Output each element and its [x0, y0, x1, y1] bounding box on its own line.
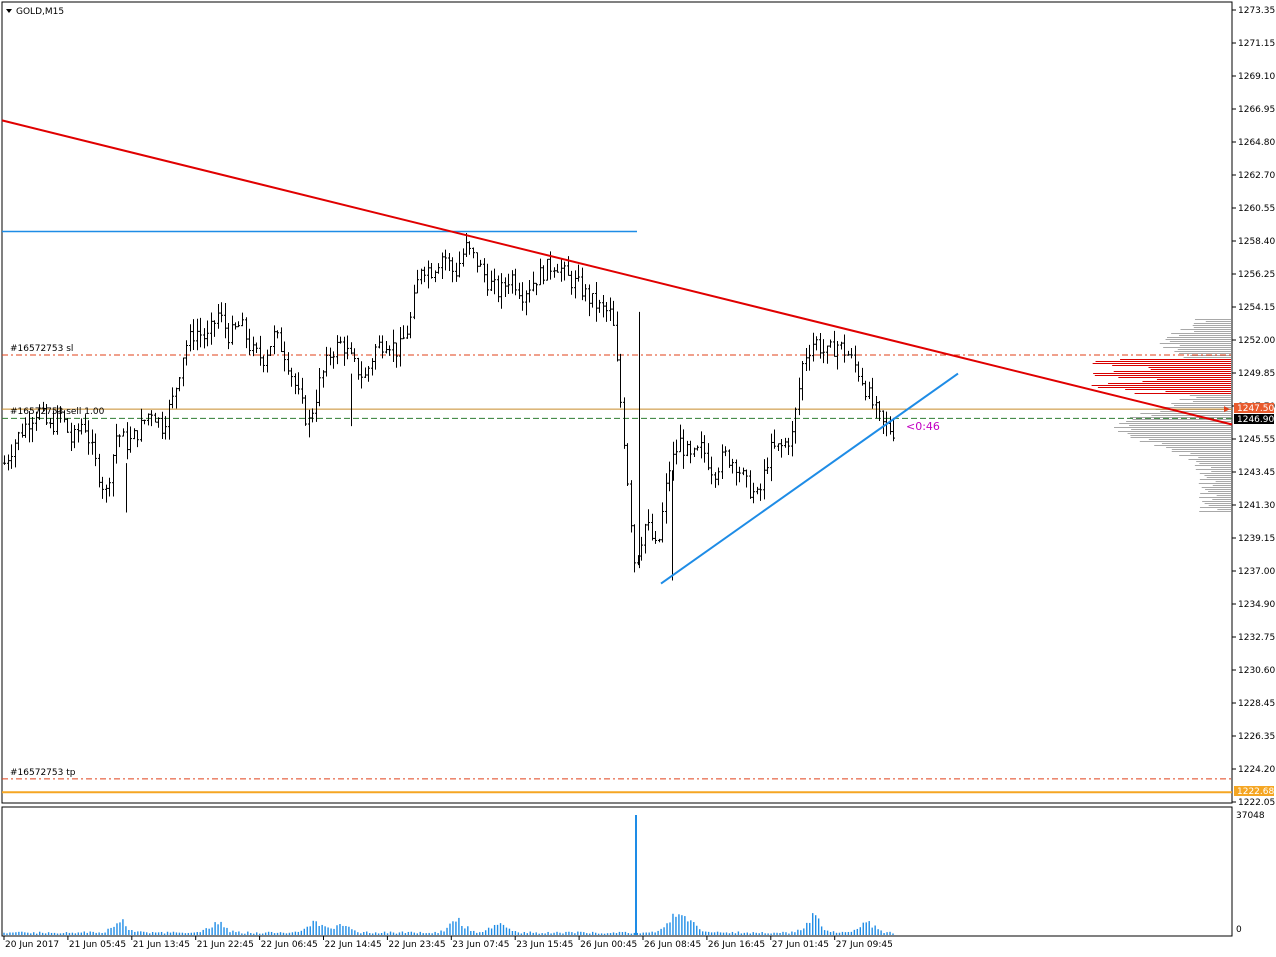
bid-price-badge: 1246.90	[1234, 414, 1274, 425]
order-arrow-icon	[1224, 406, 1230, 413]
price-tick-label: 1230.60	[1238, 666, 1275, 676]
uptrend-line[interactable]	[660, 372, 959, 585]
price-axis: 1273.35 1271.15 1269.10 1266.95 1264.80 1262.…	[1232, 6, 1275, 808]
sl-order-label[interactable]: #16572753 sl	[10, 344, 73, 354]
price-tick-label: 1237.00	[1238, 567, 1275, 577]
order-price-badge: 1247.50	[1234, 403, 1274, 414]
time-tick-label: 26 Jun 08:45	[644, 940, 701, 950]
volume-tick-label: 37048	[1236, 811, 1265, 821]
time-tick-label: 21 Jun 22:45	[197, 940, 254, 950]
time-tick-label: 26 Jun 16:45	[708, 940, 765, 950]
symbol-title: GOLD,M15	[16, 7, 64, 17]
price-tick-label: 1271.15	[1238, 39, 1275, 49]
level-price-badge-text: 1222.68	[1237, 787, 1274, 797]
price-tick-label: 1243.45	[1238, 468, 1275, 478]
time-tick-label: 21 Jun 13:45	[133, 940, 190, 950]
price-tick-label: 1239.15	[1238, 534, 1275, 544]
trade-levels	[2, 230, 1232, 794]
bid-price-badge-text: 1246.90	[1237, 415, 1274, 425]
triangle-down-icon[interactable]	[6, 9, 12, 13]
price-tick-label: 1228.45	[1238, 699, 1275, 709]
trend-lines[interactable]	[1, 119, 1233, 585]
price-tick-label: 1264.80	[1238, 138, 1275, 148]
price-tick-label: 1260.55	[1238, 204, 1275, 214]
time-axis: 20 Jun 2017 21 Jun 05:45 21 Jun 13:45 21 Ju…	[3, 811, 1265, 950]
price-tick-label: 1226.35	[1238, 732, 1275, 742]
time-tick-label: 20 Jun 2017	[5, 940, 59, 950]
time-tick-label: 27 Jun 01:45	[772, 940, 829, 950]
price-tick-label: 1232.75	[1238, 633, 1275, 643]
time-tick-label: 23 Jun 15:45	[516, 940, 573, 950]
price-tick-label: 1249.85	[1238, 369, 1275, 379]
time-tick-label: 22 Jun 06:45	[261, 940, 318, 950]
volume-bars	[3, 815, 894, 935]
tp-order-label[interactable]: #16572753 tp	[10, 768, 76, 778]
price-tick-label: 1234.90	[1238, 600, 1275, 610]
main-chart-frame	[1, 1, 1233, 804]
order-price-badge-text: 1247.50	[1237, 404, 1274, 414]
price-tick-label: 1269.10	[1238, 72, 1275, 82]
volume-tick-label: 0	[1236, 925, 1242, 935]
price-tick-label: 1241.30	[1238, 501, 1275, 511]
bar-countdown: <0:46	[906, 420, 940, 433]
time-tick-label: 27 Jun 09:45	[836, 940, 893, 950]
price-tick-label: 1254.15	[1238, 303, 1275, 313]
time-tick-label: 23 Jun 07:45	[452, 940, 509, 950]
price-tick-label: 1262.70	[1238, 171, 1275, 181]
price-tick-label: 1222.05	[1238, 798, 1275, 808]
volume-chart-frame	[1, 806, 1233, 937]
price-tick-label: 1266.95	[1238, 105, 1275, 115]
price-tick-label: 1252.00	[1238, 336, 1275, 346]
candles	[3, 233, 895, 581]
volume-profile	[1091, 319, 1231, 513]
price-tick-label: 1245.55	[1238, 435, 1275, 445]
time-tick-label: 26 Jun 00:45	[580, 940, 637, 950]
price-tick-label: 1256.25	[1238, 270, 1275, 280]
price-tick-label: 1258.40	[1238, 237, 1275, 247]
time-tick-label: 22 Jun 14:45	[325, 940, 382, 950]
time-tick-label: 21 Jun 05:45	[69, 940, 126, 950]
sell-order-label[interactable]: #16572753 sell 1.00	[10, 407, 105, 417]
level-price-badge: 1222.68	[1234, 786, 1274, 797]
price-tick-label: 1224.20	[1238, 765, 1275, 775]
time-tick-label: 22 Jun 23:45	[388, 940, 445, 950]
price-tick-label: 1273.35	[1238, 6, 1275, 16]
downtrend-line[interactable]	[1, 119, 1233, 426]
